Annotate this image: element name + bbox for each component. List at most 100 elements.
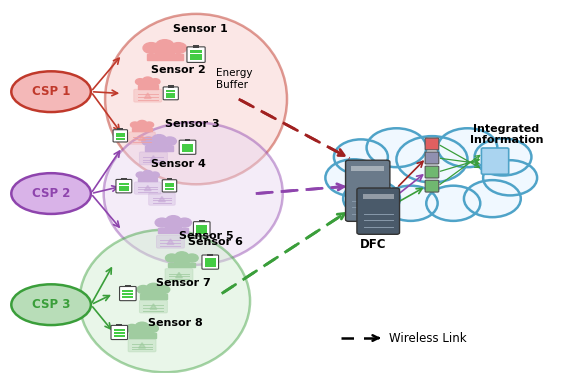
Bar [196,231,207,233]
Bar [166,90,176,92]
Text: Sensor 8: Sensor 8 [148,318,203,327]
FancyBboxPatch shape [346,160,390,221]
Bar [158,228,188,233]
Circle shape [145,122,154,128]
Bar [205,258,216,261]
Bar [129,333,156,338]
Bar [196,228,207,230]
Bar [165,183,174,185]
Text: Integrated
Information: Integrated Information [470,124,543,146]
FancyBboxPatch shape [119,287,136,301]
Circle shape [135,79,145,85]
Polygon shape [158,197,165,202]
Bar [140,294,167,299]
Bar [118,128,123,130]
FancyBboxPatch shape [128,339,156,352]
FancyBboxPatch shape [425,138,439,150]
Bar [196,225,207,227]
Circle shape [343,180,400,217]
Bar [182,144,193,146]
Ellipse shape [80,230,250,372]
Ellipse shape [104,122,283,265]
Circle shape [163,137,176,146]
Bar [185,139,191,141]
FancyBboxPatch shape [165,268,193,282]
Circle shape [464,180,521,217]
Text: Sensor 4: Sensor 4 [150,159,205,168]
FancyBboxPatch shape [425,166,439,178]
Bar [168,85,173,88]
Bar [190,57,202,60]
Circle shape [155,47,174,60]
Circle shape [157,285,170,294]
FancyBboxPatch shape [425,180,439,192]
Bar [205,261,216,264]
Bar [207,253,213,256]
Circle shape [137,124,147,131]
Text: Wireless Link: Wireless Link [389,332,467,344]
Circle shape [166,216,181,226]
Bar [138,178,157,181]
Circle shape [126,324,138,332]
Bar [165,185,174,187]
FancyBboxPatch shape [139,300,168,313]
Circle shape [165,222,181,233]
FancyBboxPatch shape [129,132,156,144]
Bar [190,50,202,53]
FancyBboxPatch shape [157,235,184,248]
Bar [114,329,125,331]
FancyBboxPatch shape [163,87,179,100]
FancyBboxPatch shape [111,325,127,340]
Circle shape [175,252,189,261]
Bar [119,188,129,191]
Circle shape [147,283,160,292]
Circle shape [150,172,160,178]
Bar [116,135,125,137]
Ellipse shape [11,71,91,112]
Bar [165,188,174,190]
FancyBboxPatch shape [179,140,196,154]
Circle shape [178,218,192,227]
Circle shape [142,174,153,181]
Ellipse shape [11,173,91,214]
Bar [117,324,122,326]
FancyBboxPatch shape [425,152,439,164]
Ellipse shape [11,284,91,325]
Circle shape [325,159,382,196]
Bar [121,178,127,180]
Bar [119,185,129,188]
FancyBboxPatch shape [134,89,162,102]
Bar [116,138,125,140]
Circle shape [152,141,167,151]
FancyBboxPatch shape [193,222,210,236]
Circle shape [334,139,388,174]
Bar [182,150,193,152]
Polygon shape [167,239,174,244]
Bar [122,296,133,299]
Circle shape [426,186,480,221]
Circle shape [146,324,158,332]
Circle shape [437,128,497,167]
FancyBboxPatch shape [134,182,161,194]
Circle shape [137,285,149,294]
Circle shape [174,258,189,267]
FancyBboxPatch shape [162,180,177,192]
Circle shape [170,42,187,53]
Bar [122,293,133,296]
FancyBboxPatch shape [113,130,127,142]
Bar [122,290,133,293]
Circle shape [143,170,153,177]
Circle shape [156,40,174,52]
Text: Sensor 6: Sensor 6 [188,237,242,247]
Circle shape [186,254,198,262]
Circle shape [152,135,166,144]
Circle shape [475,138,532,176]
Circle shape [143,77,153,83]
Polygon shape [176,272,183,278]
FancyBboxPatch shape [139,152,168,165]
Polygon shape [144,93,151,99]
Bar [199,220,204,223]
Bar [119,183,129,185]
FancyBboxPatch shape [202,255,219,269]
Bar [133,128,152,131]
